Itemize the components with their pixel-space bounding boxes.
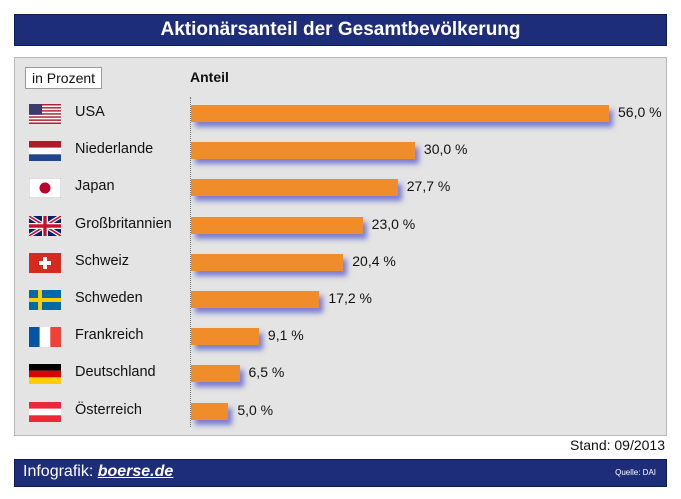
footer-brand-link[interactable]: boerse.de: [97, 463, 174, 480]
bar: [191, 142, 415, 160]
bar: [191, 105, 609, 122]
category-axis-line: [190, 97, 192, 427]
bar-row: Niederlande 30,0 %: [15, 135, 666, 165]
chart-panel: in Prozent Anteil USA 56,0 % Niederlande 30…: [14, 57, 667, 436]
category-label: Frankreich: [75, 327, 144, 344]
bar-row: Österreich 5,0 %: [15, 396, 666, 426]
footer-prefix: Infografik:: [23, 463, 98, 480]
bar-row: Deutschland 6,5 %: [15, 358, 666, 388]
category-label: Deutschland: [75, 364, 156, 381]
chart-title: Aktionärsanteil der Gesamtbevölkerung: [14, 14, 667, 46]
bar: [191, 328, 259, 346]
japan-flag-icon: [29, 178, 61, 199]
bar: [191, 216, 363, 234]
switzerland-flag-icon: [29, 252, 61, 273]
germany-flag-icon: [29, 364, 61, 385]
bar-value-label: 30,0 %: [423, 141, 468, 158]
bar-value-label: 56,0 %: [618, 104, 662, 120]
bar-row: Japan 27,7 %: [15, 172, 666, 202]
bar-row: Schweden 17,2 %: [15, 284, 666, 314]
category-label: Schweden: [75, 290, 143, 306]
category-label: Japan: [75, 178, 115, 195]
netherlands-flag-icon: [29, 141, 61, 162]
bar: [191, 291, 320, 308]
austria-flag-icon: [29, 401, 61, 422]
stand-date: Stand: 09/2013: [570, 437, 665, 453]
bar-value-label: 6,5 %: [248, 364, 285, 381]
bar-row: Frankreich 9,1 %: [15, 321, 666, 351]
unit-label: in Prozent: [25, 67, 103, 89]
bar-value-label: 20,4 %: [352, 252, 396, 269]
category-label: Österreich: [75, 401, 142, 418]
bar-value-label: 27,7 %: [406, 178, 451, 195]
bar-value-label: 5,0 %: [237, 401, 274, 418]
sweden-flag-icon: [29, 290, 61, 310]
bar: [191, 253, 344, 271]
column-header: Anteil: [190, 69, 229, 85]
footer-source: Quelle: DAI: [615, 468, 656, 477]
uk-flag-icon: [29, 215, 61, 236]
bar-row: Großbritannien 23,0 %: [15, 210, 666, 240]
footer-credit: Infografik: boerse.de: [23, 463, 173, 481]
category-label: Großbritannien: [75, 215, 172, 232]
bar: [191, 402, 229, 420]
usa-flag-icon: [29, 104, 61, 124]
bar-value-label: 17,2 %: [328, 290, 372, 306]
bar: [191, 179, 398, 197]
bar-row: Schweiz 20,4 %: [15, 247, 666, 277]
category-label: Schweiz: [75, 252, 129, 269]
footer-bar: Infografik: boerse.de Quelle: DAI: [14, 459, 667, 487]
category-label: Niederlande: [75, 141, 154, 158]
category-label: USA: [75, 104, 105, 120]
bar-row: USA 56,0 %: [15, 98, 666, 128]
bar-value-label: 9,1 %: [267, 327, 304, 344]
bar: [191, 365, 240, 383]
bar-value-label: 23,0 %: [371, 215, 416, 232]
france-flag-icon: [29, 327, 61, 348]
